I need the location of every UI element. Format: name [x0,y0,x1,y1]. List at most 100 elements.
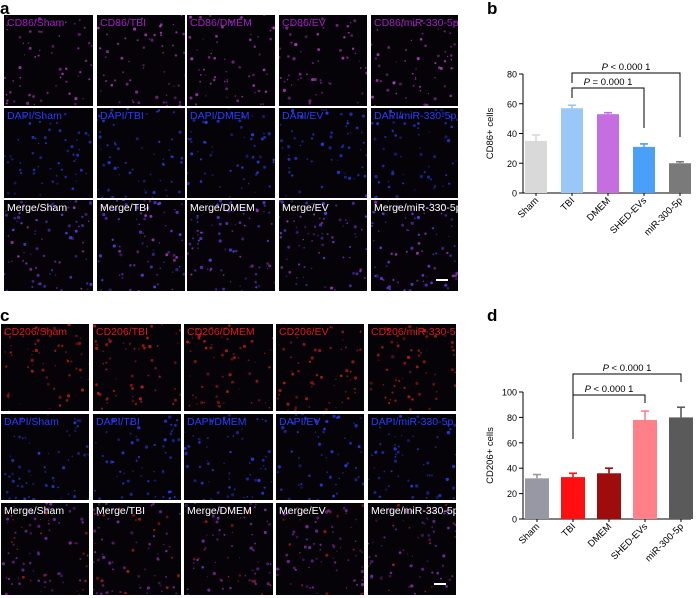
micrograph-c-r1-c4: CD206/EV [276,324,364,411]
micrograph-c-r2-c4: DAPI/EV [276,414,364,500]
micrograph-a-r3-c2: Merge/TBI [97,200,185,291]
micrograph-label: CD86/TBI [100,17,147,29]
micrograph-a-r1-c3: CD86/DMEM [187,15,275,106]
micrograph-a-r2-c5: DAPI/miR-330-5p [371,108,458,198]
micrograph-label: Merge/EV [279,505,326,517]
panel-letter-b: b [487,0,498,18]
significance-bracket [571,87,645,128]
y-tick-label: 60 [507,99,517,109]
fluorescence-signal [1,503,89,595]
micrograph-label: DAPI/Sham [7,110,62,122]
bar-tbi [561,108,583,193]
fluorescence-signal [188,15,275,106]
x-tick-label: Sham [516,195,541,220]
micrograph-label: CD86/EV [282,17,326,29]
fluorescence-signal [94,414,181,500]
micrograph-label: DAPI/miR-330-5p [371,416,454,428]
micrograph-label: DAPI/Sham [4,416,59,428]
bar-dmem [597,473,621,519]
micrograph-c-r2-c3: DAPI/DMEM [184,414,273,500]
micrograph-label: Merge/Sham [4,505,65,517]
micrograph-label: CD86/miR-330-5p [374,17,458,29]
fluorescence-signal [276,414,364,500]
micrograph-a-r1-c5: CD86/miR-330-5p [371,15,458,106]
micrograph-label: CD206/TBI [96,326,148,338]
x-tick-label: miR-300-5p [643,521,686,564]
y-axis-label: CD86+ cells [485,108,496,160]
x-tick-label: Sham [517,521,542,546]
significance-bracket [572,373,682,418]
micrograph-a-r1-c2: CD86/TBI [97,15,185,106]
fluorescence-signal [3,324,89,411]
micrograph-label: DAPI/TBI [96,416,140,428]
p-value-label: P = 0.000 1 [584,77,633,88]
micrograph-a-r2-c4: DAPI/EV [279,108,367,198]
fluorescence-signal [187,108,275,198]
y-tick-label: 20 [507,159,517,169]
fluorescence-signal [279,200,367,291]
fluorescence-signal [371,200,458,291]
fluorescence-signal [97,200,185,291]
p-value-label: P < 0.000 1 [603,363,652,374]
fluorescence-signal [97,15,185,106]
fluorescence-signal [369,324,456,411]
panel-letter-d: d [487,306,498,325]
micrograph-a-r2-c1: DAPI/Sham [4,108,93,198]
micrograph-label: Merge/DMEM [187,505,252,517]
micrograph-label: DAPI/TBI [100,110,144,122]
fluorescence-signal [368,503,456,595]
bar-sham [525,140,547,193]
micrograph-a-r3-c3: Merge/DMEM [187,200,275,291]
micrograph-label: CD206/Sham [4,326,68,338]
micrograph-label: CD86/Sham [7,17,65,29]
bar-mir-300-5p [669,163,691,193]
x-tick-label: miR-300-5p [642,195,685,238]
micrograph-c-r1-c1: CD206/Sham [1,324,89,411]
micrograph-label: DAPI/DMEM [187,416,247,428]
micrograph-a-r2-c3: DAPI/DMEM [187,108,275,198]
fluorescence-signal [93,324,181,410]
bar-tbi [561,477,585,519]
micrograph-a-r3-c4: Merge/EV [279,200,367,291]
fluorescence-signal [97,108,184,198]
fluorescence-signal [186,324,273,409]
fluorescence-signal [184,414,273,500]
significance-bracket [571,72,681,137]
fluorescence-signal [4,414,89,500]
y-tick-label: 40 [507,464,517,474]
fluorescence-signal [187,200,275,291]
fluorescence-signal [93,503,181,595]
micrograph-label: Merge/TBI [96,505,146,517]
micrograph-a-r3-c1: Merge/Sham [4,200,93,291]
micrograph-c-r2-c1: DAPI/Sham [1,414,89,500]
micrograph-label: Merge/Sham [7,202,68,214]
y-tick-label: 20 [507,489,517,499]
fluorescence-signal [4,112,92,196]
micrograph-c-r3-c2: Merge/TBI [93,503,181,595]
x-tick-label: TBI [560,521,578,539]
y-tick-label: 40 [507,129,517,139]
micrograph-c-r3-c5: Merge/miR-330-5p [368,503,456,595]
micrograph-a-r3-c5: Merge/miR-330-5p [371,200,458,291]
micrograph-label: CD86/DMEM [190,17,252,29]
micrograph-c-r2-c5: DAPI/miR-330-5p [368,414,456,500]
fluorescence-signal [276,504,364,595]
micrograph-a-r2-c2: DAPI/TBI [97,108,185,198]
scale-bar [434,583,446,585]
bar-shed-evs [633,146,655,193]
micrograph-c-r3-c4: Merge/EV [276,503,364,595]
micrograph-c-r1-c3: CD206/DMEM [184,324,273,411]
micrograph-label: Merge/EV [282,202,329,214]
y-tick-label: 0 [512,515,517,525]
fluorescence-signal [371,108,458,198]
fluorescence-signal [368,414,456,500]
micrograph-label: CD206/miR-330-5p [371,326,456,338]
bar-mir-300-5p [669,417,693,519]
fluorescence-signal [276,326,362,411]
micrograph-a-r1-c1: CD86/Sham [4,15,93,106]
panel-letter-a: a [0,0,10,18]
micrograph-label: DAPI/EV [279,416,321,428]
y-axis-label: CD206+ cells [485,427,496,484]
micrograph-label: CD206/EV [279,326,329,338]
